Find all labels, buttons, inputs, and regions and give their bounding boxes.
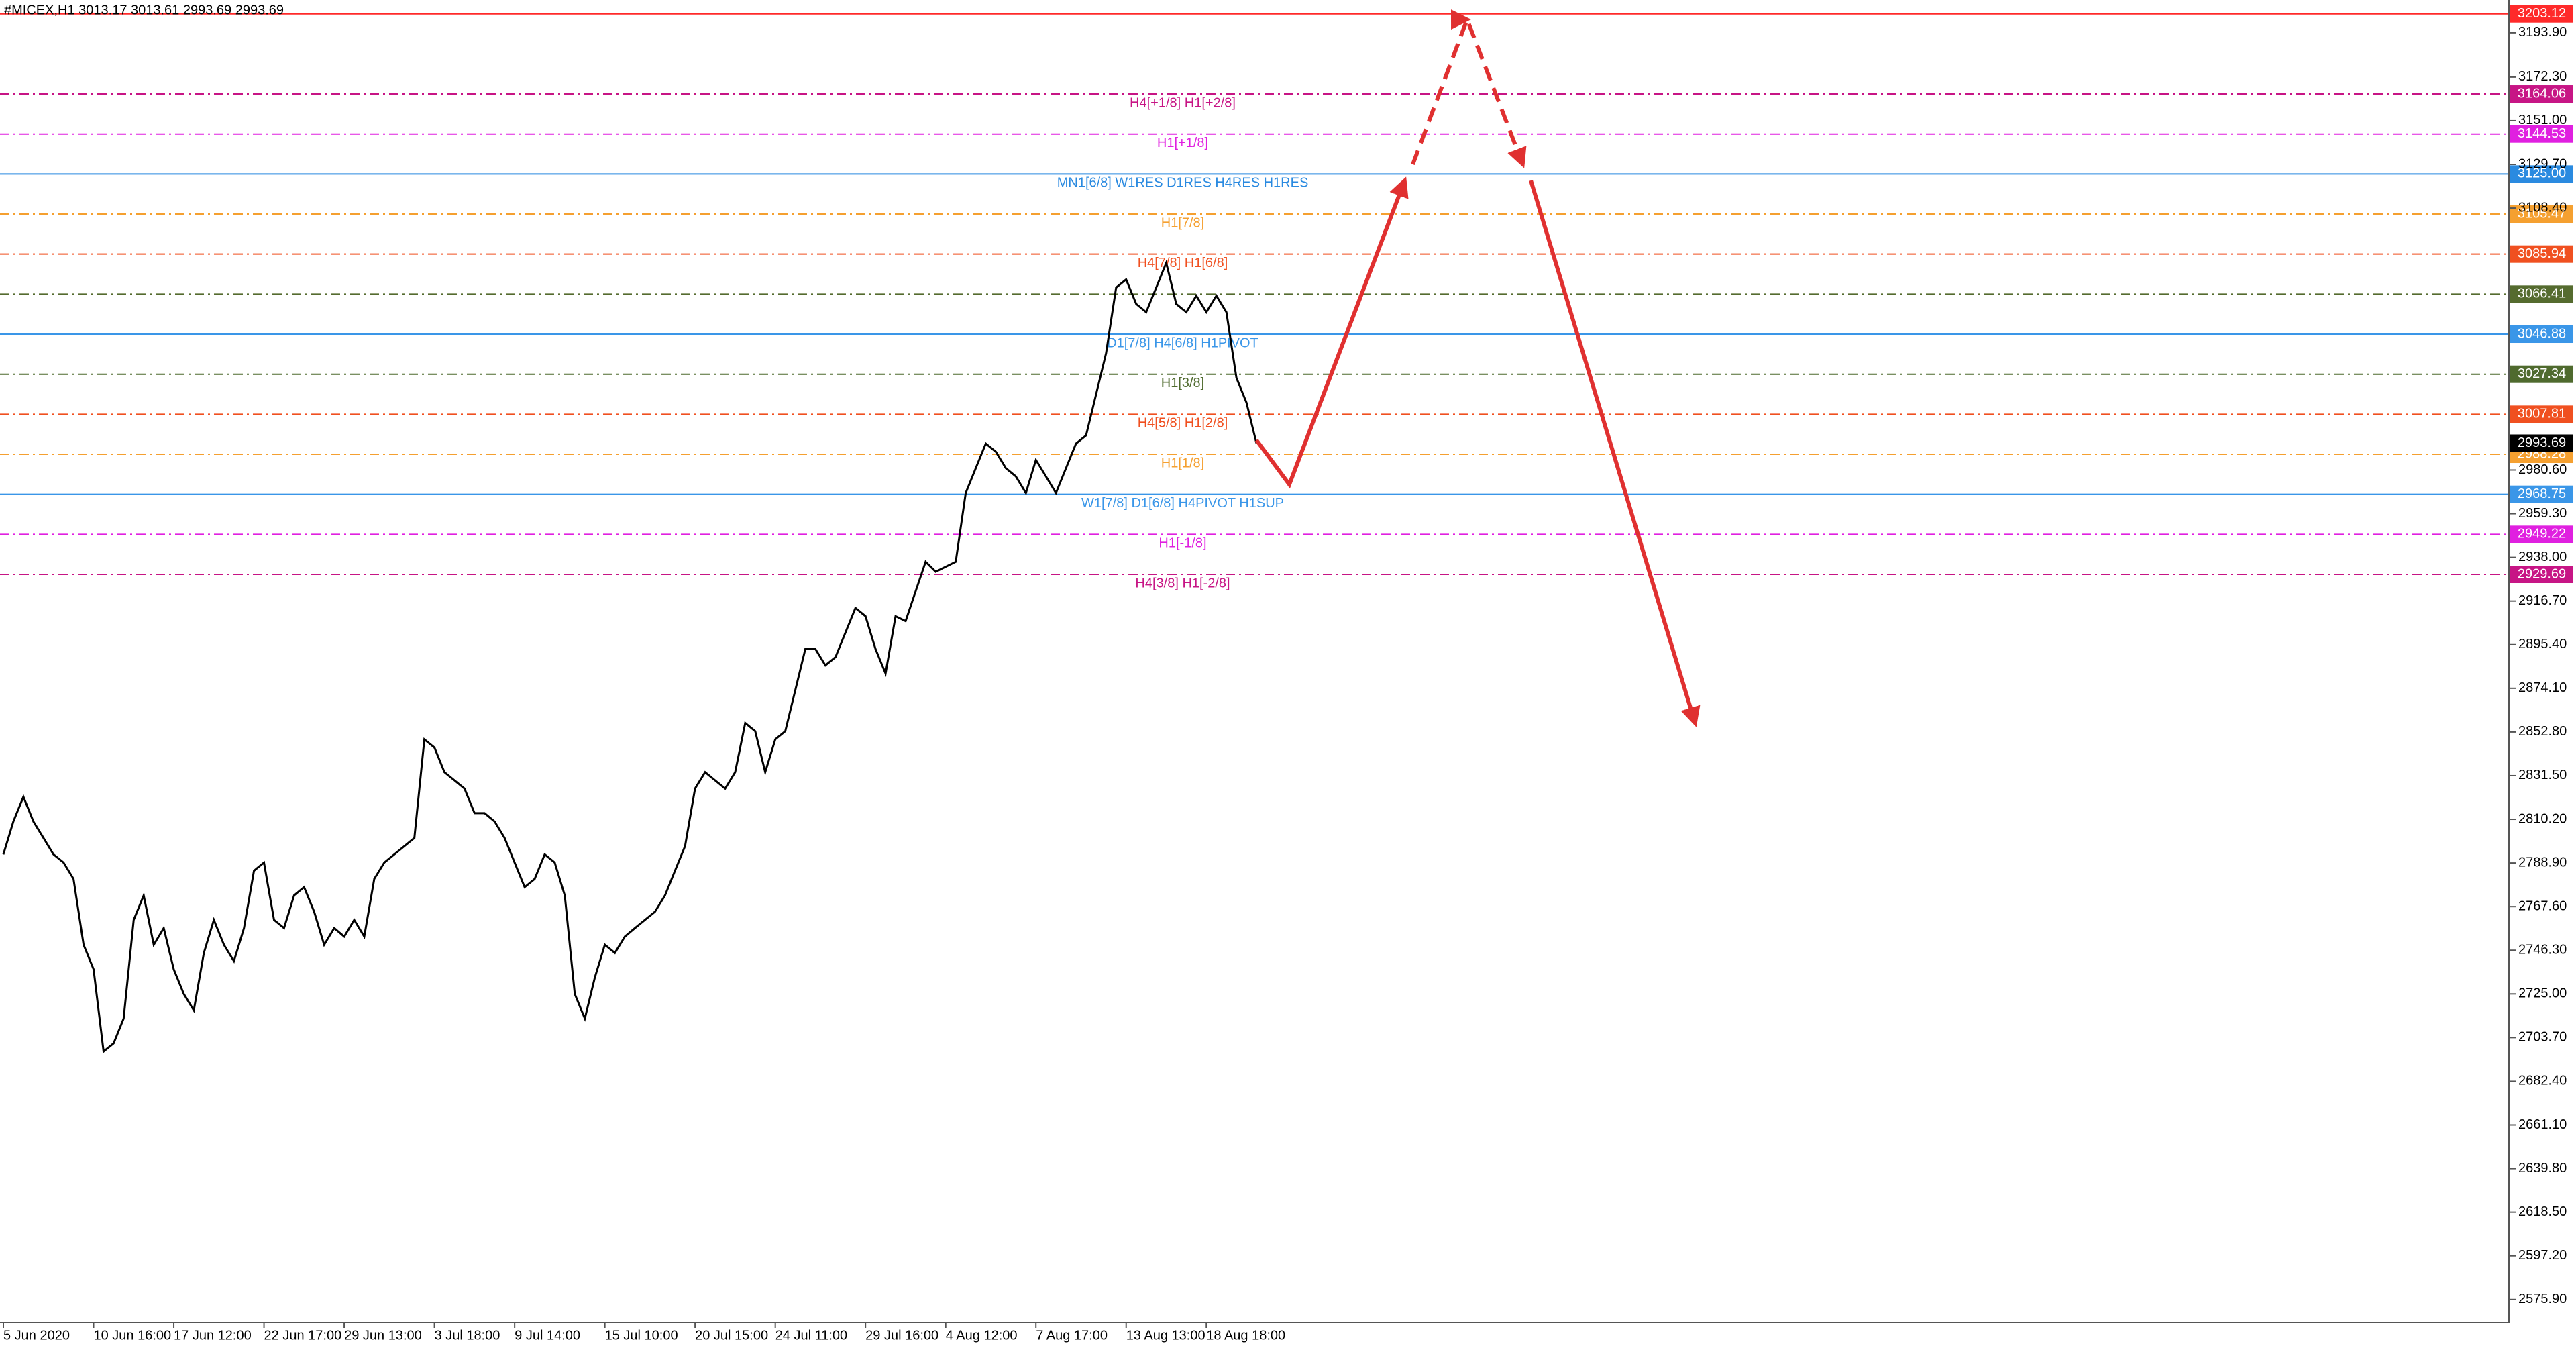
y-tick-label: 3108.40 [2518, 200, 2567, 215]
level-price: 3164.06 [2518, 86, 2566, 101]
level-price: 3125.00 [2518, 166, 2566, 181]
levels: 3203.12 H4[+1/8] H1[+2/8] 3164.06 H1[+1/8] 3… [0, 5, 2573, 590]
level-price-box [2510, 165, 2573, 183]
x-tick-label: 29 Jul 16:00 [865, 1328, 938, 1343]
y-tick-label: 2788.90 [2518, 855, 2567, 870]
level-price-box [2510, 525, 2573, 543]
level-price: 3203.12 [2518, 6, 2566, 21]
x-tick-label: 15 Jul 10:00 [605, 1328, 678, 1343]
y-tick-label: 3151.00 [2518, 113, 2567, 127]
y-tick-label: 2746.30 [2518, 943, 2567, 957]
y-tick-label: 2980.60 [2518, 462, 2567, 477]
level-price: 3066.41 [2518, 287, 2566, 301]
y-tick-label: 3129.70 [2518, 156, 2567, 171]
y-tick-label: 2831.50 [2518, 768, 2567, 782]
level-label: W1[7/8] D1[6/8] H4PIVOT H1SUP [1081, 496, 1284, 511]
level-price-box [2510, 125, 2573, 143]
y-tick-label: 2916.70 [2518, 593, 2567, 608]
y-tick-label: 2575.90 [2518, 1292, 2567, 1306]
level-price-box [2510, 405, 2573, 423]
level-label: H4[7/8] H1[6/8] [1138, 256, 1228, 270]
current-price: 2993.69 [2518, 435, 2566, 450]
level-price: 2929.69 [2518, 566, 2566, 581]
current-price-box [2510, 434, 2573, 452]
y-tick-label: 2767.60 [2518, 898, 2567, 913]
level-price: 3027.34 [2518, 366, 2566, 381]
level-price-box [2510, 5, 2573, 23]
level-label: H4[5/8] H1[2/8] [1138, 416, 1228, 431]
x-tick-label: 3 Jul 18:00 [435, 1328, 500, 1343]
level-price: 3144.53 [2518, 126, 2566, 141]
level-label: H4[+1/8] H1[+2/8] [1130, 95, 1236, 110]
x-tick-label: 13 Aug 13:00 [1126, 1328, 1205, 1343]
x-tick-label: 10 Jun 16:00 [93, 1328, 171, 1343]
x-tick-label: 5 Jun 2020 [3, 1328, 70, 1343]
x-tick-label: 4 Aug 12:00 [946, 1328, 1018, 1343]
level-label: H1[3/8] [1161, 376, 1204, 391]
chart-title: #MICEX,H1 3013.17 3013.61 2993.69 2993.6… [4, 3, 284, 17]
y-tick-label: 2938.00 [2518, 550, 2567, 564]
y-tick-label: 2597.20 [2518, 1248, 2567, 1263]
level-price-box [2510, 245, 2573, 263]
level-price: 3105.47 [2518, 206, 2566, 221]
forecast-arrow [1411, 9, 1527, 168]
level-price-box [2510, 566, 2573, 584]
y-tick-label: 2682.40 [2518, 1074, 2567, 1088]
level-price-box [2510, 325, 2573, 344]
level-label: H1[+1/8] [1157, 136, 1208, 150]
y-tick-label: 2703.70 [2518, 1030, 2567, 1045]
level-label: D1[7/8] H4[6/8] H1PIVOT [1107, 335, 1258, 350]
y-tick-label: 3172.30 [2518, 69, 2567, 84]
level-price-box [2510, 365, 2573, 383]
y-tick-label: 3193.90 [2518, 25, 2567, 40]
x-tick-label: 29 Jun 13:00 [344, 1328, 422, 1343]
y-tick-label: 2852.80 [2518, 724, 2567, 739]
level-label: MN1[6/8] W1RES D1RES H4RES H1RES [1057, 176, 1309, 191]
y-tick-label: 2874.10 [2518, 680, 2567, 695]
y-tick-label: 2895.40 [2518, 637, 2567, 652]
y-tick-label: 2639.80 [2518, 1161, 2567, 1176]
level-price: 3085.94 [2518, 246, 2566, 261]
level-price: 2949.22 [2518, 527, 2566, 541]
level-label: H1[7/8] [1161, 215, 1204, 230]
y-tick-label: 2959.30 [2518, 506, 2567, 521]
price [2, 259, 1258, 1053]
level-price-box [2510, 205, 2573, 223]
x-tick-label: 20 Jul 15:00 [695, 1328, 768, 1343]
price-line [2, 259, 1258, 1053]
level-label: H4[3/8] H1[-2/8] [1135, 576, 1230, 590]
level-price: 3046.88 [2518, 326, 2566, 341]
x-tick-label: 9 Jul 14:00 [515, 1328, 580, 1343]
y-tick-label: 2618.50 [2518, 1204, 2567, 1219]
x-tick-label: 17 Jun 12:00 [174, 1328, 252, 1343]
level-price-box [2510, 85, 2573, 103]
y-tick-label: 2810.20 [2518, 811, 2567, 826]
forecast-arrows [1254, 9, 1701, 727]
x-tick-label: 24 Jul 11:00 [775, 1328, 848, 1343]
y-tick-label: 2725.00 [2518, 986, 2567, 1001]
level-price-box [2510, 285, 2573, 303]
x-tick-label: 7 Aug 17:00 [1036, 1328, 1108, 1343]
x-tick-label: 22 Jun 17:00 [264, 1328, 342, 1343]
forecast-arrow [1254, 176, 1409, 489]
x-tick-label: 18 Aug 18:00 [1206, 1328, 1285, 1343]
level-price: 2968.75 [2518, 486, 2566, 501]
forecast-arrow [1529, 180, 1701, 727]
level-label: H1[-1/8] [1159, 536, 1206, 551]
level-price: 3007.81 [2518, 407, 2566, 421]
level-label: H1[1/8] [1161, 456, 1204, 470]
level-price-box [2510, 485, 2573, 503]
y-tick-label: 2661.10 [2518, 1117, 2567, 1132]
